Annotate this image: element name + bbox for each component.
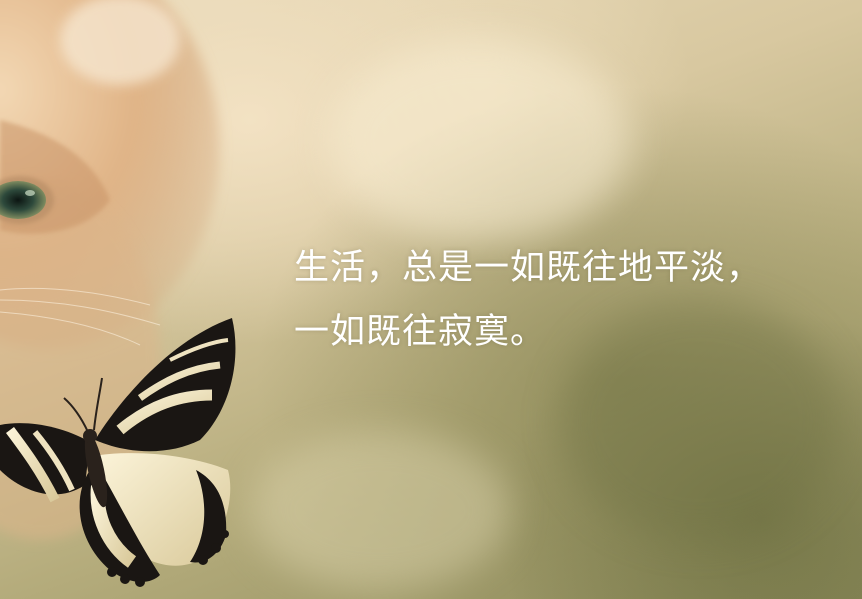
mist-patch [250,430,510,590]
mist-patch [330,40,630,240]
quote-line-2: 一如既往寂寞。 [294,312,547,352]
cat-whiskers [0,287,161,346]
mist-patch [560,300,840,540]
quote-text: 生活，总是一如既往地平淡， 一如既往寂寞。 [294,236,762,364]
cat-eye-icon [0,176,54,224]
quote-line-1: 生活，总是一如既往地平淡， [294,248,763,288]
butterfly [0,318,236,587]
